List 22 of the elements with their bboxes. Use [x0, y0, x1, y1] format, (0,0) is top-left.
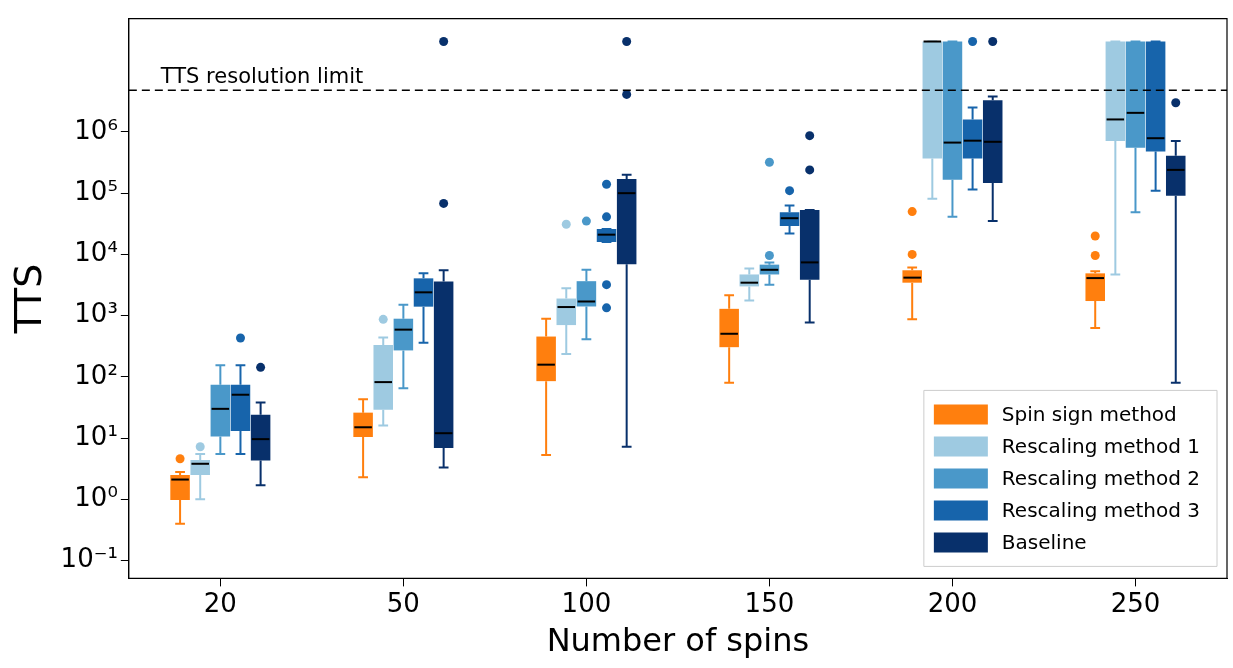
- x-tick-label: 50: [386, 587, 420, 618]
- y-axis-title: TTS: [5, 263, 50, 335]
- ref-line-label: TTS resolution limit: [159, 64, 364, 89]
- legend-label: Rescaling method 2: [1001, 465, 1201, 490]
- x-tick-label: 200: [927, 587, 978, 618]
- y-tick-label: 10³: [74, 298, 118, 329]
- x-tick-label: 150: [744, 587, 795, 618]
- y-tick-label: 10⁵: [74, 175, 118, 206]
- y-tick-label: 10²: [74, 359, 118, 390]
- legend-label: Rescaling method 1: [1001, 433, 1201, 458]
- y-tick-label: 10⁰: [74, 482, 118, 513]
- y-tick-label: 10⁶: [74, 114, 118, 145]
- legend-label: Baseline: [1001, 529, 1087, 554]
- y-tick-label: 10¹: [74, 420, 118, 451]
- legend-label: Spin sign method: [1001, 401, 1177, 426]
- legend-label: Rescaling method 3: [1001, 497, 1201, 522]
- x-tick-label: 100: [561, 587, 612, 618]
- y-tick-label: 10⁴: [74, 237, 118, 268]
- x-tick-label: 20: [203, 587, 237, 618]
- x-axis-title: Number of spins: [546, 621, 810, 660]
- y-tick-label: 10⁻¹: [60, 543, 118, 574]
- x-tick-label: 250: [1110, 587, 1161, 618]
